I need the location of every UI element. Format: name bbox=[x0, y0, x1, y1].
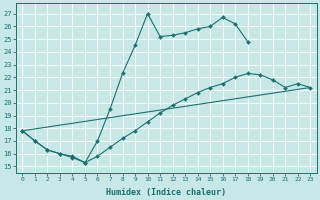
X-axis label: Humidex (Indice chaleur): Humidex (Indice chaleur) bbox=[106, 188, 226, 197]
